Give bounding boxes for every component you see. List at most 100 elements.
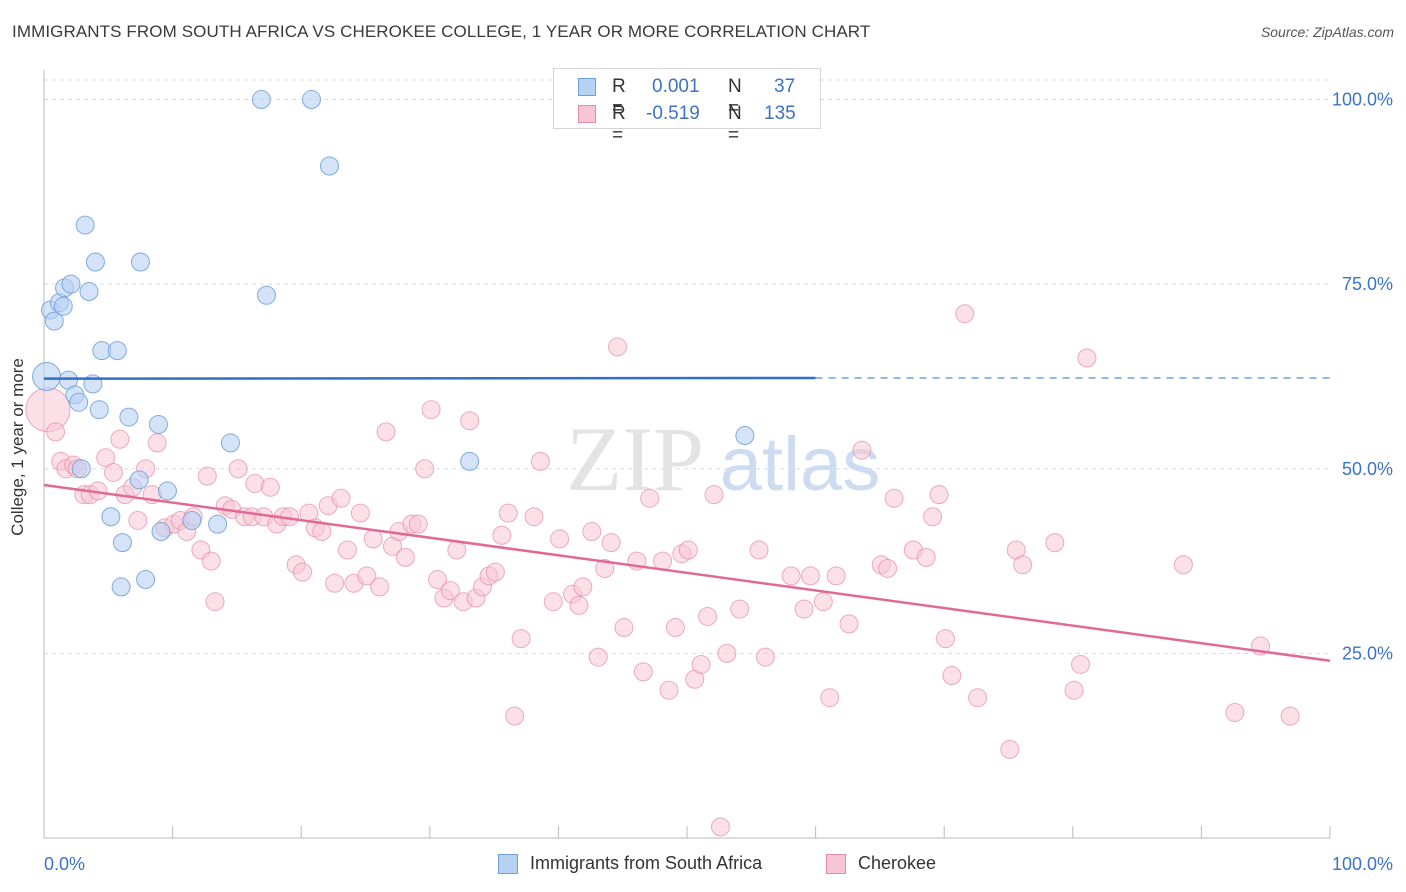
data-point-cherokee [608, 337, 628, 357]
data-point-cherokee [659, 680, 679, 700]
data-point-cherokee [96, 448, 116, 468]
data-point-cherokee [395, 547, 415, 567]
watermark: ZIP atlas [566, 408, 880, 510]
data-point-cherokee [601, 533, 621, 553]
data-point-cherokee [704, 485, 724, 505]
data-point-cherokee [1064, 680, 1084, 700]
data-point-cherokee [968, 688, 988, 708]
legend-n-label: N = [728, 103, 742, 146]
data-point-south-africa [85, 252, 105, 272]
data-point-cherokee [492, 525, 512, 545]
data-point-south-africa [319, 156, 339, 176]
data-point-south-africa [460, 451, 480, 471]
data-point-cherokee [25, 387, 71, 433]
watermark-zip: ZIP [566, 408, 704, 510]
legend-r-value: 0.001 [652, 76, 700, 97]
data-point-cherokee [800, 566, 820, 586]
data-point-cherokee [1173, 555, 1193, 575]
data-point-cherokee [110, 429, 130, 449]
data-point-cherokee [201, 551, 221, 571]
x-tick-label: 100.0% [1332, 854, 1393, 874]
data-point-cherokee [337, 540, 357, 560]
bottom-legend-label: Immigrants from South Africa [530, 853, 763, 873]
data-point-cherokee [573, 577, 593, 597]
data-point-cherokee [363, 529, 383, 549]
y-tick-labels: 25.0% 50.0% 75.0% 100.0% [1332, 90, 1393, 664]
data-point-cherokee [128, 510, 148, 530]
data-point-cherokee [1013, 555, 1033, 575]
data-point-cherokee [640, 488, 660, 508]
source-note: Source: ZipAtlas.com [1260, 24, 1394, 40]
data-point-cherokee [1077, 348, 1097, 368]
data-point-cherokee [781, 566, 801, 586]
data-point-cherokee [942, 666, 962, 686]
data-point-cherokee [147, 433, 167, 453]
bottom-legend-swatch-blue [498, 854, 518, 874]
bottom-legend-swatch-pink [826, 854, 846, 874]
data-point-cherokee [260, 477, 280, 497]
data-point-cherokee [370, 577, 390, 597]
bottom-legend-label: Cherokee [858, 853, 937, 873]
series-cherokee-points [25, 304, 1300, 837]
y-tick-label: 75.0% [1342, 274, 1393, 294]
data-point-cherokee [485, 562, 505, 582]
data-point-south-africa [301, 90, 321, 110]
data-point-cherokee [46, 422, 66, 442]
data-point-cherokee [653, 551, 673, 571]
data-point-cherokee [929, 485, 949, 505]
data-point-south-africa [251, 90, 271, 110]
data-point-cherokee [710, 817, 730, 837]
trend-lines [43, 376, 1331, 663]
data-point-cherokee [1045, 533, 1065, 553]
data-point-cherokee [357, 566, 377, 586]
x-tick-labels: 0.0% 100.0% [44, 854, 1393, 874]
y-tick-label: 100.0% [1332, 90, 1393, 110]
data-point-south-africa [129, 470, 149, 490]
data-point-cherokee [698, 606, 718, 626]
data-point-south-africa [182, 510, 202, 530]
data-point-south-africa [208, 514, 228, 534]
data-point-south-africa [44, 311, 64, 331]
data-point-south-africa [136, 570, 156, 590]
data-point-south-africa [32, 361, 62, 391]
data-point-cherokee [408, 514, 428, 534]
legend-n-value: 37 [774, 76, 796, 97]
data-point-cherokee [730, 599, 750, 619]
data-point-cherokee [205, 592, 225, 612]
data-point-cherokee [511, 629, 531, 649]
chart-title: IMMIGRANTS FROM SOUTH AFRICA VS CHEROKEE… [12, 22, 871, 41]
data-point-cherokee [197, 466, 217, 486]
data-point-cherokee [312, 522, 332, 542]
data-point-cherokee [505, 706, 525, 726]
trend-line-cherokee [43, 483, 1331, 663]
data-point-cherokee [839, 614, 859, 634]
x-tick-label: 0.0% [44, 854, 85, 874]
data-point-cherokee [884, 488, 904, 508]
data-point-cherokee [813, 592, 833, 612]
data-point-cherokee [376, 422, 396, 442]
legend-r-label: R = [612, 76, 626, 119]
data-point-south-africa [111, 577, 131, 597]
gridlines [44, 79, 1330, 654]
data-point-cherokee [923, 507, 943, 527]
data-point-cherokee [331, 488, 351, 508]
trend-line-south-africa [43, 376, 816, 380]
legend-r-value: -0.519 [646, 103, 700, 124]
data-point-south-africa [53, 296, 73, 316]
y-axis-label-wrap: College, 1 year or more [8, 269, 28, 536]
data-point-cherokee [569, 595, 589, 615]
data-point-cherokee [633, 662, 653, 682]
legend-swatch-blue [578, 78, 596, 96]
data-point-south-africa [101, 507, 121, 527]
data-point-cherokee [228, 459, 248, 479]
data-point-cherokee [428, 570, 448, 590]
data-point-cherokee [292, 562, 312, 582]
data-point-cherokee [530, 451, 550, 471]
data-point-south-africa [148, 414, 168, 434]
y-tick-label: 25.0% [1342, 643, 1393, 663]
data-point-cherokee [665, 618, 685, 638]
data-point-cherokee [543, 592, 563, 612]
data-point-cherokee [852, 440, 872, 460]
data-point-cherokee [421, 400, 441, 420]
